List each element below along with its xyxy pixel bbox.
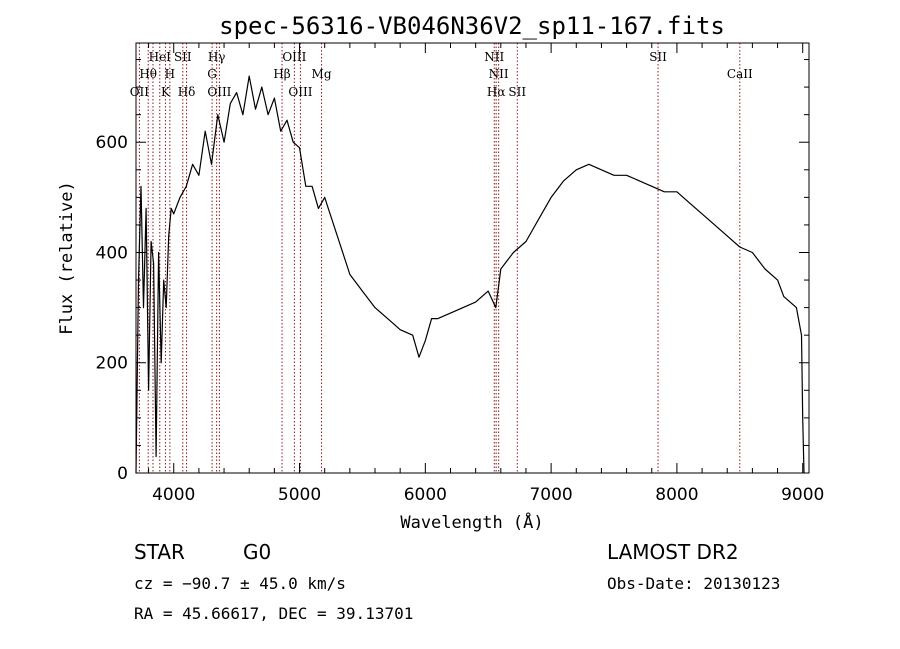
line-label-7: Hγ bbox=[208, 50, 226, 64]
y-axis-ticks: 0 200 400 600 bbox=[96, 59, 809, 484]
x-tick-label: 4000 bbox=[152, 485, 195, 505]
y-tick-label: 0 bbox=[117, 464, 128, 484]
line-label-5: SII bbox=[174, 50, 192, 64]
x-axis-label: Wavelength (Å) bbox=[400, 511, 543, 533]
line-label-18: SII bbox=[649, 50, 667, 64]
object-class: STAR bbox=[134, 540, 185, 564]
x-axis-ticks: 4000 5000 6000 7000 8000 9000 bbox=[148, 43, 824, 505]
spectrum-line-0 bbox=[135, 75, 805, 474]
redshift-readout: cz = −90.7 ± 45.0 km/s bbox=[134, 574, 346, 593]
line-label-10: Hβ bbox=[273, 67, 290, 81]
line-label-14: NII bbox=[484, 50, 504, 64]
line-label-13: Mg bbox=[312, 67, 332, 81]
y-axis-label: Flux (relative) bbox=[57, 181, 77, 335]
x-tick-label: 5000 bbox=[278, 485, 321, 505]
emission-line-labels: OIIHθHeIKHSIIHδHγGOIIIHβOIIIOIIIMgNIINII… bbox=[130, 50, 753, 99]
line-label-19: CaII bbox=[727, 67, 753, 81]
line-label-8: G bbox=[207, 67, 217, 81]
line-label-15: NII bbox=[489, 67, 509, 81]
y-tick-label: 200 bbox=[96, 354, 128, 374]
line-label-0: OII bbox=[130, 85, 150, 99]
line-label-11: OIII bbox=[282, 50, 306, 64]
coordinates: RA = 45.66617, DEC = 39.13701 bbox=[134, 604, 414, 623]
x-tick-label: 6000 bbox=[404, 485, 447, 505]
line-label-12: OIII bbox=[288, 85, 312, 99]
line-label-3: K bbox=[161, 85, 171, 99]
line-label-9: OIII bbox=[207, 85, 231, 99]
line-label-6: Hδ bbox=[178, 85, 196, 99]
emission-line-markers bbox=[138, 43, 741, 473]
spectrum-series bbox=[135, 75, 805, 474]
line-label-4: H bbox=[165, 67, 175, 81]
x-tick-label: 7000 bbox=[529, 485, 572, 505]
observation-date: Obs-Date: 20130123 bbox=[607, 574, 781, 593]
line-label-1: Hθ bbox=[139, 67, 157, 81]
y-tick-label: 600 bbox=[96, 133, 128, 153]
line-label-17: SII bbox=[508, 85, 526, 99]
x-tick-label: 8000 bbox=[655, 485, 698, 505]
line-label-2: HeI bbox=[149, 50, 172, 64]
object-subclass: G0 bbox=[243, 540, 272, 564]
plot-frame bbox=[135, 42, 810, 474]
survey-name: LAMOST DR2 bbox=[607, 540, 739, 564]
chart-title: spec-56316-VB046N36V2_sp11-167.fits bbox=[219, 12, 725, 40]
y-tick-label: 400 bbox=[96, 243, 128, 263]
line-label-16: Hα bbox=[487, 85, 506, 99]
x-tick-label: 9000 bbox=[781, 485, 824, 505]
